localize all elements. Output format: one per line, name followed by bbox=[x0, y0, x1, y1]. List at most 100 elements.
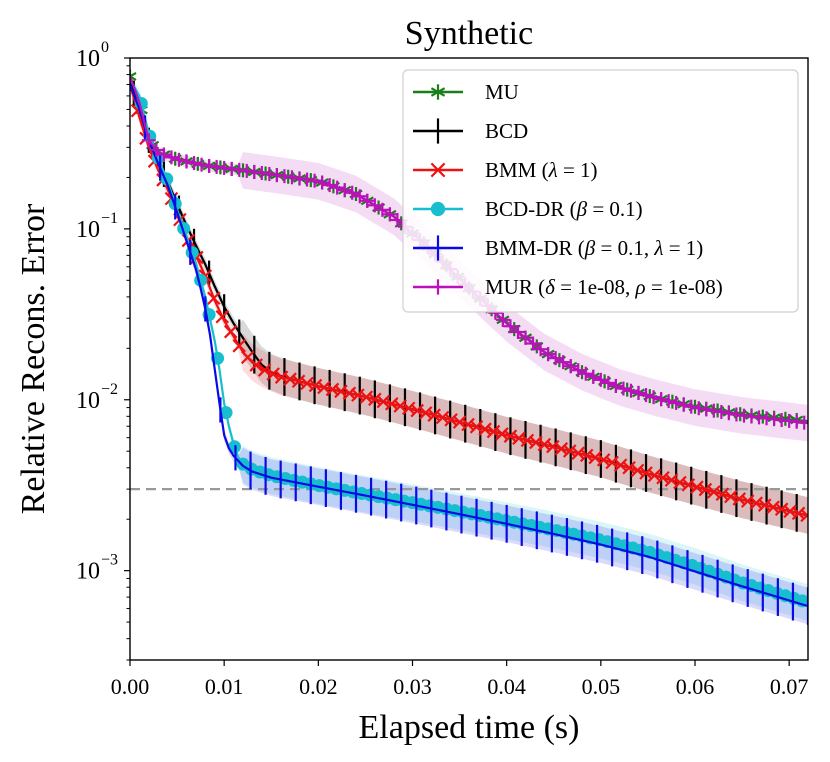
marker bbox=[149, 143, 164, 158]
y-tick-label: 10 bbox=[76, 559, 100, 585]
y-tick-exponent: 0 bbox=[101, 39, 109, 56]
band-mur-1e-08-1e-08 bbox=[130, 70, 808, 442]
marker bbox=[800, 508, 808, 523]
y-axis-label: Relative Recons. Error bbox=[15, 203, 52, 514]
x-tick-label: 0.03 bbox=[393, 674, 432, 699]
marker bbox=[579, 448, 594, 463]
marker bbox=[249, 358, 263, 372]
marker bbox=[359, 390, 374, 404]
marker bbox=[791, 506, 806, 521]
marker bbox=[537, 437, 552, 452]
marker bbox=[368, 392, 382, 407]
marker bbox=[478, 422, 492, 436]
x-tick-label: 0.02 bbox=[299, 674, 338, 699]
marker bbox=[215, 309, 230, 324]
legend-item-mu: MU bbox=[413, 80, 519, 104]
x-axis-label: Elapsed time (s) bbox=[359, 709, 580, 746]
legend-label: MUR (δ = 1e-08, ρ = 1e-08) bbox=[485, 275, 723, 299]
chart-title: Synthetic bbox=[405, 15, 533, 52]
marker bbox=[486, 424, 501, 439]
y-tick-label: 10 bbox=[76, 217, 100, 243]
marker bbox=[367, 198, 382, 213]
marker bbox=[510, 324, 525, 339]
marker bbox=[661, 394, 676, 409]
marker bbox=[588, 450, 602, 465]
marker bbox=[546, 439, 560, 454]
marker bbox=[223, 324, 238, 339]
marker bbox=[385, 397, 399, 411]
legend: MU BCD BMM (λ = 1) BCD-DR (β = 0.1) BMM-DR (… bbox=[402, 69, 799, 313]
marker bbox=[706, 403, 721, 418]
marker bbox=[141, 133, 156, 148]
marker bbox=[714, 404, 729, 419]
marker bbox=[721, 406, 736, 421]
marker bbox=[337, 183, 352, 198]
y-tick-exponent: −3 bbox=[101, 552, 118, 569]
marker bbox=[382, 207, 397, 222]
marker bbox=[797, 415, 808, 430]
marker bbox=[664, 473, 679, 487]
marker bbox=[571, 446, 586, 460]
marker bbox=[393, 399, 408, 413]
marker bbox=[179, 154, 194, 169]
x-tick-label: 0.07 bbox=[770, 674, 809, 699]
marker bbox=[345, 185, 360, 200]
x-tick-label: 0.00 bbox=[111, 674, 150, 699]
band-bmm-dr-0-1-1 bbox=[130, 78, 808, 625]
y-tick-label: 10 bbox=[76, 388, 100, 414]
marker bbox=[503, 319, 518, 334]
marker bbox=[277, 169, 292, 184]
y-tick-exponent: −2 bbox=[101, 381, 118, 398]
marker bbox=[556, 355, 571, 370]
marker bbox=[548, 351, 563, 366]
marker bbox=[691, 401, 706, 416]
legend-item-bcd: BCD bbox=[413, 118, 528, 144]
markers-bmm-1 bbox=[130, 103, 808, 523]
marker bbox=[732, 492, 747, 506]
marker bbox=[232, 339, 247, 353]
legend-item-bmm-1: BMM (λ = 1) bbox=[413, 158, 598, 182]
y-tick-exponent: −1 bbox=[101, 210, 118, 227]
marker bbox=[783, 504, 797, 519]
marker bbox=[766, 500, 780, 514]
marker bbox=[684, 399, 699, 414]
x-tick-label: 0.04 bbox=[487, 674, 526, 699]
marker bbox=[749, 496, 763, 510]
legend-label: MU bbox=[485, 80, 519, 104]
marker bbox=[495, 312, 510, 327]
marker bbox=[322, 178, 337, 193]
marker bbox=[300, 172, 315, 187]
marker bbox=[639, 466, 653, 480]
markers-mur-1e-08-1e-08 bbox=[141, 133, 808, 430]
marker bbox=[219, 406, 233, 420]
marker bbox=[171, 152, 186, 167]
marker bbox=[646, 390, 661, 405]
marker bbox=[613, 458, 628, 472]
marker bbox=[596, 453, 611, 467]
marker bbox=[654, 392, 669, 407]
marker bbox=[656, 470, 670, 485]
marker bbox=[435, 410, 450, 425]
marker bbox=[452, 415, 467, 429]
legend-item-mur-1e-08-1e-08: MUR (δ = 1e-08, ρ = 1e-08) bbox=[413, 275, 723, 299]
marker bbox=[352, 189, 367, 204]
legend-label: BMM-DR (β = 0.1, λ = 1) bbox=[485, 236, 703, 260]
marker bbox=[630, 463, 645, 478]
marker bbox=[207, 291, 221, 305]
x-tick-label: 0.06 bbox=[676, 674, 715, 699]
marker bbox=[676, 397, 691, 412]
series-lines bbox=[130, 69, 808, 626]
marker bbox=[315, 175, 330, 190]
marker bbox=[533, 342, 548, 357]
marker bbox=[284, 170, 299, 185]
marker bbox=[418, 406, 433, 420]
marker bbox=[698, 482, 713, 497]
marker bbox=[390, 212, 405, 227]
marker bbox=[647, 468, 662, 483]
marker bbox=[631, 385, 646, 400]
marker bbox=[401, 401, 416, 416]
legend-item-bmm-dr-0-1-1: BMM-DR (β = 0.1, λ = 1) bbox=[413, 235, 703, 261]
marker bbox=[622, 460, 636, 475]
